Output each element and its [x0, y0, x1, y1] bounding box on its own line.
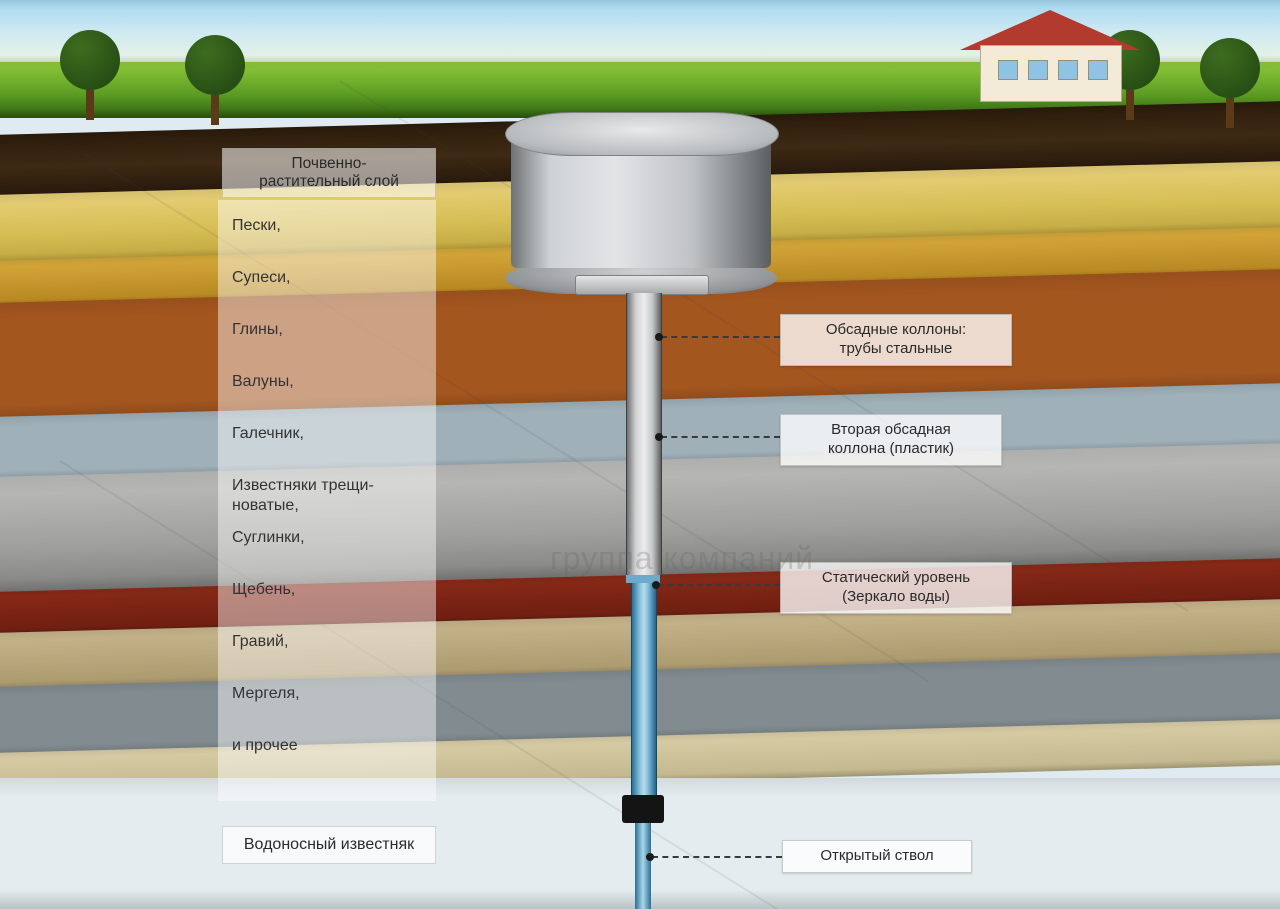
- open-bore-pipe: [635, 823, 651, 909]
- leader-line: [658, 584, 780, 586]
- soil-type-row: Известняки трещи-новатые,: [218, 476, 388, 516]
- leader-line: [661, 336, 780, 338]
- soil-type-row: Щебень,: [218, 580, 309, 600]
- casing-collar: [622, 795, 664, 823]
- tree-icon: [185, 35, 245, 125]
- house-icon: [950, 0, 1150, 110]
- diagram-stage: Почвенно-растительный слой Пески, Супеси,…: [0, 0, 1280, 909]
- callout-static-level: Статический уровень(Зеркало воды): [780, 562, 1012, 614]
- callout-open-bore: Открытый ствол: [782, 840, 972, 873]
- well-head-plate: [575, 275, 709, 295]
- soil-type-row: и прочее: [218, 736, 312, 756]
- soil-type-row: Гравий,: [218, 632, 302, 652]
- callout-casing-plastic: Вторая обсаднаяколлона (пластик): [780, 414, 1002, 466]
- callout-casing-steel: Обсадные коллоны:трубы стальные: [780, 314, 1012, 366]
- soil-type-row: Валуны,: [218, 372, 308, 392]
- soil-type-row: Супеси,: [218, 268, 305, 288]
- leader-line: [661, 436, 780, 438]
- casing-plastic-pipe: [631, 583, 657, 795]
- soil-types-panel: Пески, Супеси, Глины, Валуны, Галечник, Извес…: [218, 200, 436, 801]
- well-head: [511, 112, 771, 282]
- topsoil-header-label: Почвенно-растительный слой: [222, 148, 436, 198]
- tree-icon: [60, 30, 120, 120]
- soil-type-row: Глины,: [218, 320, 297, 340]
- tree-icon: [1200, 38, 1260, 128]
- soil-type-row: Пески,: [218, 216, 295, 236]
- soil-type-row: Мергеля,: [218, 684, 314, 704]
- leader-line: [652, 856, 782, 858]
- soil-type-row: Суглинки,: [218, 528, 319, 548]
- soil-type-row: Галечник,: [218, 424, 318, 444]
- aquifer-label: Водоносный известняк: [222, 826, 436, 864]
